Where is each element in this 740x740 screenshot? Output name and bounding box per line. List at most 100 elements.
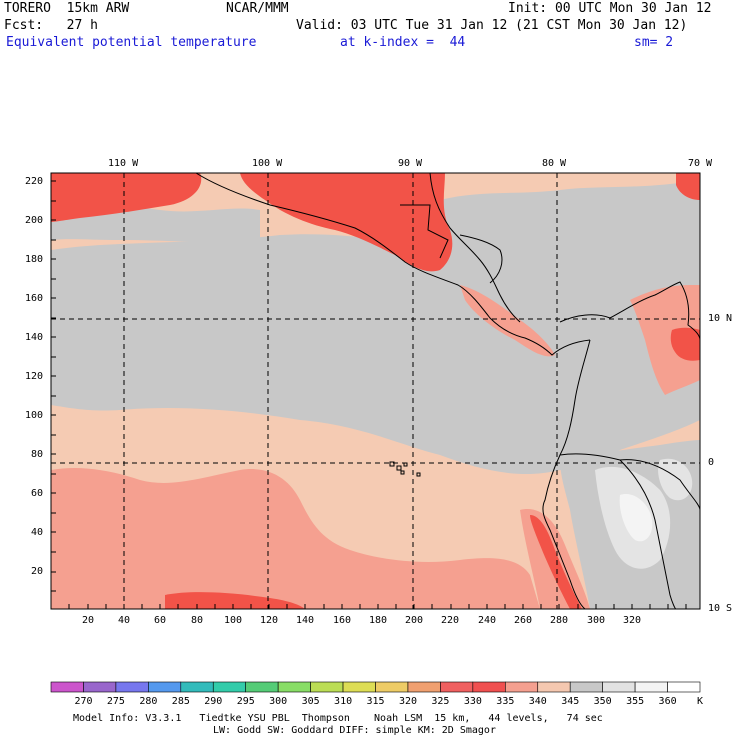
y-ticks bbox=[51, 180, 56, 592]
smoothing-label: sm= 2 bbox=[634, 35, 674, 50]
lat-label: 0 bbox=[708, 457, 715, 468]
colorbar-swatch bbox=[50, 681, 84, 693]
axis-tick-marks bbox=[51, 180, 687, 609]
colorbar-swatch bbox=[83, 681, 117, 693]
field-region-355-360 bbox=[619, 494, 653, 542]
galapagos-islands bbox=[389, 461, 421, 477]
colorbar-level-label: 350 bbox=[593, 696, 612, 707]
y-tick-label: 160 bbox=[25, 293, 44, 304]
init-time: Init: 00 UTC Mon 30 Jan 12 bbox=[508, 1, 712, 16]
colorbar-swatch bbox=[634, 681, 668, 693]
y-tick-label: 120 bbox=[25, 371, 44, 382]
x-tick-label: 220 bbox=[441, 615, 460, 626]
colorbar-swatch bbox=[212, 681, 247, 693]
organization-label: NCAR/MMM bbox=[226, 1, 289, 16]
lat-label: 10 N bbox=[708, 313, 733, 324]
x-tick-label: 120 bbox=[260, 615, 279, 626]
field-region-340-345 bbox=[460, 285, 555, 357]
colorbar-swatch bbox=[342, 681, 376, 693]
field-region-330-335 bbox=[51, 173, 202, 222]
map-frame bbox=[50, 172, 701, 610]
colorbar-level-label: 330 bbox=[463, 696, 482, 707]
colorbar-swatch bbox=[602, 681, 636, 693]
colorbar-swatch bbox=[472, 681, 506, 693]
field-region-330-335 bbox=[676, 173, 700, 200]
field-region-330-335 bbox=[240, 173, 453, 272]
border-colombia-ecuador bbox=[559, 453, 700, 511]
x-tick-label: 60 bbox=[154, 615, 167, 626]
colorbar-level-label: 280 bbox=[139, 696, 158, 707]
border-central-america-2 bbox=[459, 234, 503, 284]
x-tick-label: 100 bbox=[224, 615, 243, 626]
y-tick-label: 80 bbox=[31, 449, 44, 460]
y-tick-label: 40 bbox=[31, 527, 44, 538]
x-tick-label: 140 bbox=[296, 615, 315, 626]
colorbar-swatch bbox=[180, 681, 214, 693]
colorbar-swatch bbox=[148, 681, 182, 693]
x-tick-label: 300 bbox=[587, 615, 606, 626]
border-peru-brazil bbox=[619, 459, 677, 609]
y-tick-label: 200 bbox=[25, 215, 44, 226]
y-tick-label: 180 bbox=[25, 254, 44, 265]
graticule bbox=[51, 173, 700, 609]
colorbar-swatch bbox=[667, 681, 701, 693]
coastline-south-america-west bbox=[542, 339, 591, 609]
colorbar-swatch bbox=[407, 681, 441, 693]
colorbar-swatch bbox=[375, 681, 409, 693]
x-tick-label: 80 bbox=[191, 615, 204, 626]
field-region-345-350 bbox=[51, 230, 700, 475]
colorbar-swatch bbox=[537, 681, 571, 693]
x-tick-label: 160 bbox=[333, 615, 352, 626]
colorbar-swatch bbox=[440, 681, 474, 693]
x-tick-label: 180 bbox=[369, 615, 388, 626]
colorbar-level-label: 325 bbox=[431, 696, 450, 707]
border-central-america-1 bbox=[400, 204, 449, 259]
colorbar-level-label: 340 bbox=[528, 696, 547, 707]
colorbar-level-label: 310 bbox=[334, 696, 353, 707]
colorbar-level-label: 320 bbox=[398, 696, 417, 707]
model-info-line2: LW: Godd SW: Goddard DIFF: simple KM: 2D… bbox=[213, 725, 496, 736]
colorbar-swatch bbox=[569, 681, 603, 693]
coastline-caribbean bbox=[559, 281, 700, 341]
lon-label: 90 W bbox=[398, 158, 423, 169]
x-tick-label: 40 bbox=[118, 615, 131, 626]
lon-label: 70 W bbox=[688, 158, 713, 169]
level-label: at k-index = 44 bbox=[340, 35, 466, 50]
colorbar-swatch bbox=[115, 681, 149, 693]
colorbar-level-label: 315 bbox=[366, 696, 385, 707]
colorbar-level-label: 285 bbox=[171, 696, 190, 707]
field-region-330-335 bbox=[670, 327, 700, 361]
model-title: TORERO 15km ARW bbox=[4, 1, 130, 16]
lon-label: 100 W bbox=[252, 158, 283, 169]
field-region-345-350 bbox=[440, 180, 700, 272]
colorbar-swatch bbox=[310, 681, 344, 693]
colorbar-unit: K bbox=[697, 696, 704, 707]
x-tick-label: 320 bbox=[623, 615, 642, 626]
coastline-central-america-north bbox=[429, 173, 521, 323]
map-field bbox=[51, 173, 700, 609]
colorbar-level-label: 275 bbox=[106, 696, 125, 707]
colorbar-level-label: 305 bbox=[301, 696, 320, 707]
colorbar-level-label: 295 bbox=[236, 696, 255, 707]
colorbar-level-label: 300 bbox=[269, 696, 288, 707]
field-region-340-345 bbox=[51, 468, 540, 609]
colorbar-swatch bbox=[504, 681, 539, 693]
x-tick-label: 20 bbox=[82, 615, 95, 626]
lon-label: 80 W bbox=[542, 158, 567, 169]
colorbar-swatch bbox=[245, 681, 279, 693]
colorbar-level-label: 355 bbox=[626, 696, 645, 707]
field-region-340-345 bbox=[630, 285, 700, 395]
colorbar-swatch bbox=[277, 681, 311, 693]
coastlines bbox=[195, 173, 700, 609]
field-name: Equivalent potential temperature bbox=[6, 35, 257, 50]
y-tick-label: 140 bbox=[25, 332, 44, 343]
coastline-mexico-central-america bbox=[195, 173, 591, 356]
colorbar-level-label: 290 bbox=[204, 696, 223, 707]
field-region-330-335 bbox=[165, 592, 305, 609]
y-tick-label: 100 bbox=[25, 410, 44, 421]
y-tick-label: 60 bbox=[31, 488, 44, 499]
valid-time: Valid: 03 UTC Tue 31 Jan 12 (21 CST Mon … bbox=[296, 18, 688, 33]
model-info-line1: Model Info: V3.3.1 Tiedtke YSU PBL Thomp… bbox=[73, 713, 603, 724]
